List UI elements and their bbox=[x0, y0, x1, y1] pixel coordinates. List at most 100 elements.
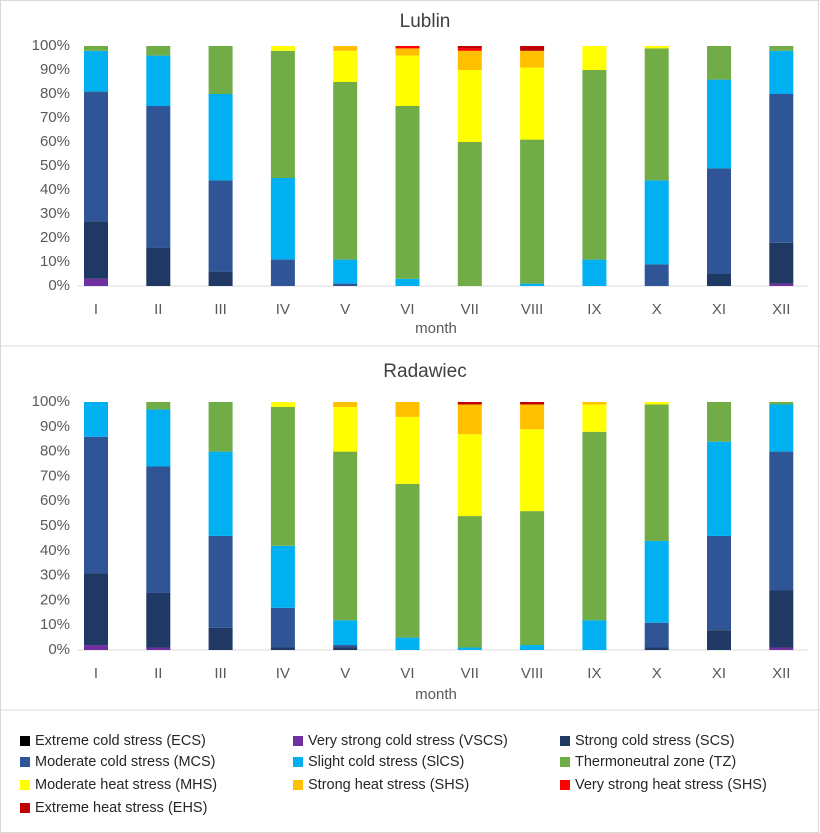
bar-segment bbox=[457, 48, 482, 51]
y-tick-label: 0% bbox=[48, 641, 70, 658]
bar-segment bbox=[582, 46, 607, 70]
bar-segment bbox=[769, 404, 794, 452]
bar-segment bbox=[457, 46, 482, 49]
bar-segment bbox=[84, 645, 108, 650]
bar-segment bbox=[146, 592, 171, 648]
legend-label: Strong cold stress (SCS) bbox=[575, 733, 735, 749]
bar-segment bbox=[769, 402, 794, 405]
bar-segment bbox=[644, 46, 669, 49]
bar-segment bbox=[270, 259, 295, 286]
x-tick-label: V bbox=[340, 665, 350, 682]
bar-segment bbox=[84, 436, 108, 574]
bar-segment bbox=[333, 647, 358, 650]
y-tick-label: 80% bbox=[40, 85, 70, 102]
bar-segment bbox=[707, 79, 731, 169]
x-tick-label: XII bbox=[772, 301, 790, 318]
bar-segment bbox=[644, 540, 669, 623]
bar-segment bbox=[208, 46, 233, 94]
x-tick-label: II bbox=[154, 301, 162, 318]
legend-label: Moderate heat stress (MHS) bbox=[35, 777, 217, 793]
bar-segment bbox=[520, 404, 545, 430]
bar-segment bbox=[457, 647, 482, 650]
bar-segment bbox=[707, 168, 731, 274]
legend-swatch bbox=[560, 757, 570, 767]
bar-segment bbox=[333, 82, 358, 260]
bar-segment bbox=[333, 645, 358, 648]
legend-swatch bbox=[560, 780, 570, 790]
bar-segment bbox=[84, 50, 108, 92]
bar-segment bbox=[84, 221, 108, 279]
x-tick-label: III bbox=[214, 301, 227, 318]
bar-segment bbox=[395, 402, 420, 417]
bar-segment bbox=[146, 647, 171, 650]
x-tick-label: II bbox=[154, 665, 162, 682]
legend-swatch bbox=[293, 757, 303, 767]
bar-segment bbox=[333, 620, 358, 646]
bar-segment bbox=[769, 451, 794, 591]
legend-swatch bbox=[293, 736, 303, 746]
bar-segment bbox=[457, 404, 482, 435]
bar-segment bbox=[208, 180, 233, 272]
bar-segment bbox=[84, 278, 108, 286]
bar-segment bbox=[707, 630, 731, 650]
x-axis-label: month bbox=[415, 686, 457, 703]
y-tick-label: 60% bbox=[40, 133, 70, 150]
legend-label: Extreme cold stress (ECS) bbox=[35, 733, 206, 749]
x-tick-label: VIII bbox=[521, 301, 544, 318]
bar-segment bbox=[457, 142, 482, 286]
x-tick-label: VI bbox=[400, 665, 414, 682]
bar-segment bbox=[644, 622, 669, 648]
bar-segment bbox=[270, 545, 295, 608]
x-axis-label: month bbox=[415, 320, 457, 337]
bar-segment bbox=[520, 283, 545, 286]
bar-segment bbox=[333, 259, 358, 284]
x-tick-label: I bbox=[94, 665, 98, 682]
bar-segment bbox=[644, 48, 669, 181]
bar-segment bbox=[333, 451, 358, 621]
bar-segment bbox=[457, 516, 482, 648]
bar-segment bbox=[395, 48, 420, 56]
x-tick-label: X bbox=[652, 665, 662, 682]
x-tick-label: VII bbox=[461, 301, 479, 318]
x-tick-label: IX bbox=[587, 665, 601, 682]
y-tick-label: 30% bbox=[40, 567, 70, 584]
bar-segment bbox=[582, 70, 607, 260]
x-tick-label: III bbox=[214, 665, 227, 682]
bar-segment bbox=[520, 402, 545, 405]
bar-segment bbox=[208, 271, 233, 286]
x-tick-label: IV bbox=[276, 665, 290, 682]
bar-segment bbox=[146, 247, 171, 286]
y-tick-label: 40% bbox=[40, 181, 70, 198]
bar-segment bbox=[457, 434, 482, 517]
bar-segment bbox=[769, 242, 794, 284]
bar-segment bbox=[769, 590, 794, 648]
y-tick-label: 30% bbox=[40, 205, 70, 222]
y-tick-label: 90% bbox=[40, 61, 70, 78]
chart-title: Lublin bbox=[400, 11, 451, 32]
bar-segment bbox=[395, 55, 420, 106]
bar-segment bbox=[769, 94, 794, 243]
bar-segment bbox=[333, 406, 358, 452]
y-tick-label: 100% bbox=[32, 37, 70, 54]
y-tick-label: 0% bbox=[48, 277, 70, 294]
x-tick-label: V bbox=[340, 301, 350, 318]
legend-swatch bbox=[560, 736, 570, 746]
y-tick-label: 10% bbox=[40, 616, 70, 633]
y-tick-label: 70% bbox=[40, 109, 70, 126]
legend-label: Thermoneutral zone (TZ) bbox=[575, 754, 736, 770]
x-tick-label: XI bbox=[712, 665, 726, 682]
bar-segment bbox=[582, 404, 607, 432]
x-tick-label: XII bbox=[772, 665, 790, 682]
y-tick-label: 80% bbox=[40, 443, 70, 460]
bar-segment bbox=[707, 274, 731, 286]
bar-segment bbox=[582, 431, 607, 621]
bar-segment bbox=[333, 283, 358, 286]
bar-segment bbox=[395, 416, 420, 484]
bar-segment bbox=[208, 402, 233, 452]
bar-segment bbox=[333, 46, 358, 51]
bar-segment bbox=[146, 409, 171, 467]
bar-segment bbox=[146, 402, 171, 410]
y-tick-label: 20% bbox=[40, 591, 70, 608]
bar-segment bbox=[520, 645, 545, 650]
